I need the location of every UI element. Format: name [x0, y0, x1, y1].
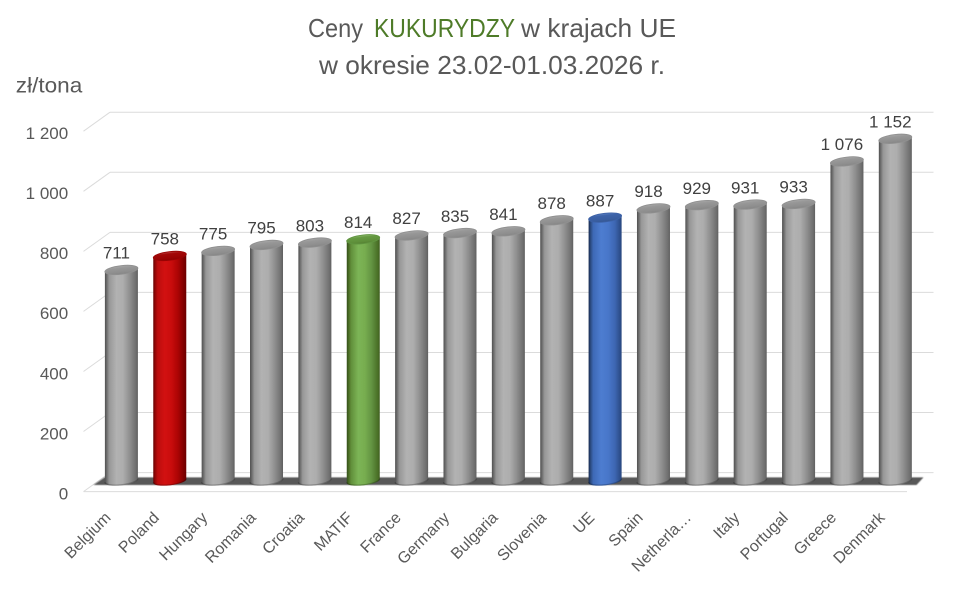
svg-text:887: 887	[586, 191, 614, 210]
svg-text:Ceny: Ceny	[308, 13, 363, 43]
svg-text:835: 835	[441, 207, 469, 226]
svg-text:841: 841	[489, 205, 517, 224]
svg-text:200: 200	[40, 424, 68, 443]
svg-text:931: 931	[731, 178, 759, 197]
svg-text:1 000: 1 000	[26, 184, 69, 203]
svg-text:400: 400	[40, 364, 68, 383]
svg-text:803: 803	[296, 216, 324, 235]
svg-text:800: 800	[40, 244, 68, 263]
svg-text:1 152: 1 152	[869, 113, 912, 132]
svg-text:814: 814	[344, 213, 372, 232]
svg-text:zł/tona: zł/tona	[16, 74, 83, 98]
svg-text:711: 711	[103, 244, 130, 263]
svg-text:918: 918	[634, 182, 662, 201]
svg-text:1 200: 1 200	[26, 124, 69, 143]
svg-text:827: 827	[392, 209, 420, 228]
svg-text:0: 0	[59, 484, 68, 503]
svg-text:795: 795	[247, 219, 275, 238]
svg-text:1 076: 1 076	[821, 135, 864, 154]
svg-text:600: 600	[40, 304, 68, 323]
svg-text:w okresie 23.02-01.03.2026 r.: w okresie 23.02-01.03.2026 r.	[318, 50, 665, 80]
svg-text:KUKURYDZY: KUKURYDZY	[374, 13, 515, 43]
svg-text:758: 758	[151, 230, 179, 249]
svg-text:929: 929	[683, 179, 711, 198]
svg-text:878: 878	[538, 194, 566, 213]
svg-text:775: 775	[199, 225, 227, 244]
svg-text:933: 933	[779, 178, 807, 197]
svg-text:w krajach UE: w krajach UE	[520, 13, 676, 43]
